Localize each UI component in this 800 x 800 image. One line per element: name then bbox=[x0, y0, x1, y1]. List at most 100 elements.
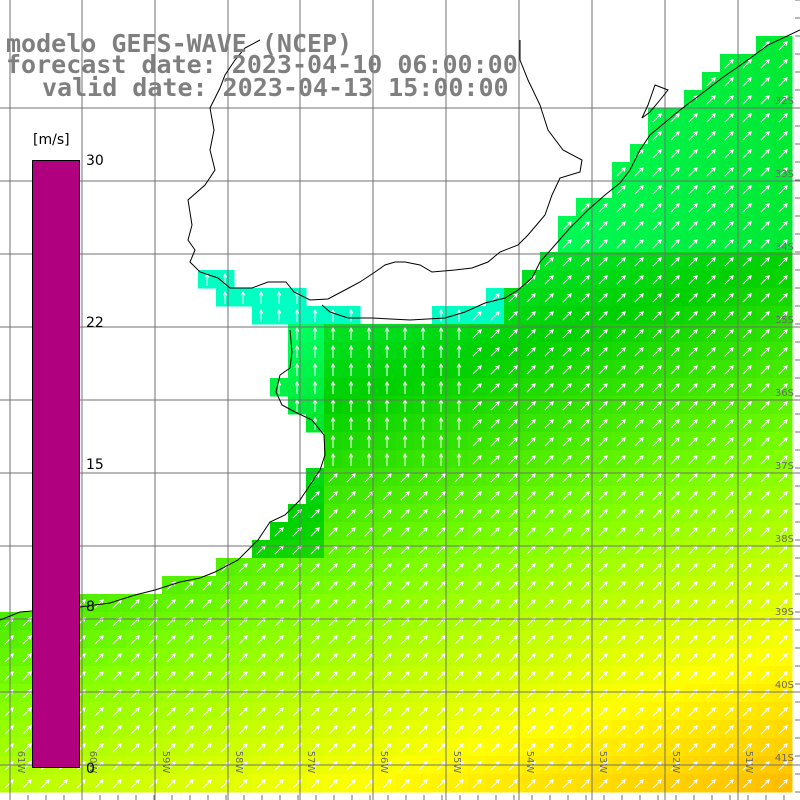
wind-arrow bbox=[706, 275, 716, 285]
wind-arrow bbox=[688, 419, 698, 429]
wind-arrow bbox=[742, 293, 752, 303]
wind-arrow bbox=[706, 185, 716, 195]
wind-arrow bbox=[436, 473, 446, 483]
wind-arrow bbox=[544, 527, 554, 537]
wind-arrow bbox=[688, 365, 698, 375]
wind-arrow bbox=[346, 635, 356, 645]
wind-arrow bbox=[276, 308, 282, 322]
wind-arrow bbox=[384, 380, 390, 394]
wind-arrow bbox=[742, 491, 752, 501]
wind-arrow bbox=[634, 401, 644, 411]
wind-arrow bbox=[688, 275, 698, 285]
wind-arrow bbox=[742, 581, 752, 591]
wind-arrow bbox=[580, 743, 590, 753]
wind-arrow bbox=[598, 743, 608, 753]
wind-arrow bbox=[562, 599, 572, 609]
wind-arrow bbox=[508, 365, 518, 375]
wind-arrow bbox=[616, 293, 626, 303]
wind-arrow bbox=[294, 380, 300, 394]
wind-arrow bbox=[670, 743, 680, 753]
wind-arrow bbox=[562, 401, 572, 411]
wind-arrow bbox=[256, 599, 266, 609]
wind-arrow bbox=[256, 779, 266, 789]
wind-arrow bbox=[688, 581, 698, 591]
wind-arrow bbox=[436, 671, 446, 681]
wind-arrow bbox=[454, 527, 464, 537]
wind-arrow bbox=[526, 419, 536, 429]
wind-arrow bbox=[616, 599, 626, 609]
wind-arrow bbox=[544, 365, 554, 375]
wind-arrow bbox=[166, 779, 176, 789]
wind-arrow bbox=[706, 437, 716, 447]
wind-arrow bbox=[256, 707, 266, 717]
wind-arrow bbox=[256, 725, 266, 735]
wind-arrow bbox=[616, 383, 626, 393]
wind-arrow bbox=[436, 779, 446, 789]
wind-arrow bbox=[778, 437, 788, 447]
wind-arrow bbox=[94, 653, 104, 663]
wind-arrow bbox=[490, 527, 500, 537]
wind-arrow bbox=[472, 509, 482, 519]
wind-arrow bbox=[742, 635, 752, 645]
wind-arrow bbox=[634, 725, 644, 735]
wind-arrow bbox=[760, 275, 770, 285]
wind-arrow bbox=[310, 527, 320, 537]
wind-arrow bbox=[778, 275, 788, 285]
coastline-uruguay-south bbox=[321, 29, 800, 321]
wind-arrow bbox=[330, 380, 336, 394]
wind-arrow bbox=[706, 401, 716, 411]
wind-arrow bbox=[652, 401, 662, 411]
wind-arrow bbox=[508, 347, 518, 357]
wind-arrow bbox=[526, 581, 536, 591]
wind-arrow bbox=[472, 653, 482, 663]
wind-arrow bbox=[438, 308, 444, 322]
wind-arrow bbox=[490, 635, 500, 645]
wind-arrow bbox=[652, 347, 662, 357]
wind-arrow bbox=[420, 380, 426, 394]
wind-arrow bbox=[598, 185, 608, 195]
wind-arrow bbox=[652, 725, 662, 735]
wind-arrow bbox=[382, 725, 392, 735]
valid-date: valid date: 2023-04-13 15:00:00 bbox=[42, 73, 509, 102]
wind-arrow bbox=[346, 743, 356, 753]
wind-arrow bbox=[778, 257, 788, 267]
wind-arrow bbox=[778, 635, 788, 645]
wind-arrow bbox=[706, 779, 716, 789]
wind-arrow bbox=[580, 329, 590, 339]
wind-arrow bbox=[526, 365, 536, 375]
latitude-label: 39S bbox=[775, 607, 794, 618]
wind-arrow bbox=[706, 113, 716, 123]
wind-arrow bbox=[330, 434, 336, 448]
wind-arrow bbox=[330, 344, 336, 358]
wind-arrow bbox=[706, 455, 716, 465]
wind-arrow bbox=[688, 563, 698, 573]
wind-arrow bbox=[778, 581, 788, 591]
wind-arrow bbox=[526, 509, 536, 519]
wind-arrow bbox=[436, 599, 446, 609]
wind-arrow bbox=[472, 347, 482, 357]
wind-arrow bbox=[580, 347, 590, 357]
wind-arrow bbox=[706, 347, 716, 357]
wind-arrow bbox=[130, 779, 140, 789]
wind-arrow bbox=[760, 59, 770, 69]
wind-arrow bbox=[400, 743, 410, 753]
wind-arrow bbox=[742, 311, 752, 321]
wind-arrow bbox=[544, 509, 554, 519]
wind-arrow bbox=[598, 383, 608, 393]
wind-arrow bbox=[508, 329, 518, 339]
wind-arrow bbox=[420, 326, 426, 340]
wind-arrow bbox=[724, 275, 734, 285]
wind-arrow bbox=[382, 779, 392, 789]
wind-arrow bbox=[544, 401, 554, 411]
wind-arrow bbox=[508, 671, 518, 681]
wind-arrow bbox=[526, 293, 536, 303]
wind-arrow bbox=[652, 563, 662, 573]
wind-arrow bbox=[706, 725, 716, 735]
wind-arrow bbox=[688, 347, 698, 357]
wind-arrow bbox=[724, 455, 734, 465]
wind-arrow bbox=[472, 581, 482, 591]
wind-arrow bbox=[742, 149, 752, 159]
wind-arrow bbox=[742, 725, 752, 735]
wind-arrow bbox=[238, 725, 248, 735]
